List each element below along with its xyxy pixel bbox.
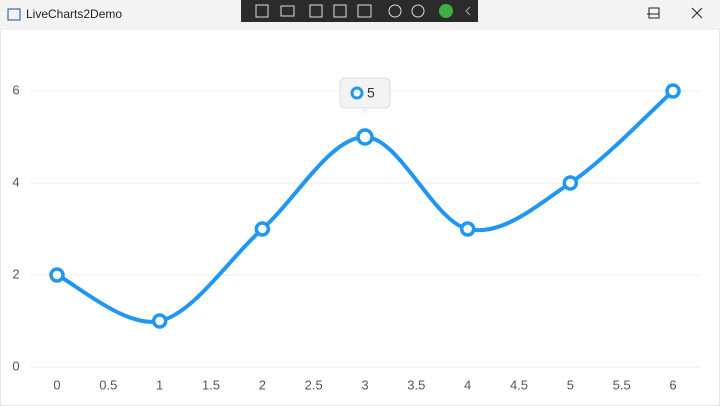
data-point xyxy=(665,83,681,99)
data-point xyxy=(254,221,271,237)
chart: 0 2 4 6 0 0.5 1 1.5 2 2.5 3 3.5 4 4.5 5 5.5 6 5 xyxy=(12,77,700,392)
x-tick-label: 0 xyxy=(53,377,60,392)
toolbar-button[interactable] xyxy=(411,4,425,18)
maximize-button[interactable] xyxy=(648,7,660,19)
x-tick-label: 3 xyxy=(361,377,368,392)
x-tick-label: 5.5 xyxy=(613,377,631,392)
tooltip-marker xyxy=(350,86,364,100)
toolbar-collapse[interactable] xyxy=(465,6,471,16)
tooltip: 5 xyxy=(339,77,391,114)
x-tick-label: 0.5 xyxy=(99,377,117,392)
y-tick-label: 6 xyxy=(12,82,19,97)
x-tick-label: 3.5 xyxy=(407,377,425,392)
x-tick-label: 6 xyxy=(669,377,676,392)
x-tick-label: 4 xyxy=(464,377,471,392)
close-button[interactable] xyxy=(691,7,703,19)
data-point xyxy=(562,175,579,191)
window-title: LiveCharts2Demo xyxy=(26,7,122,21)
data-point xyxy=(356,128,374,146)
app-icon xyxy=(7,8,21,21)
toolbar-button[interactable] xyxy=(309,4,323,18)
toolbar-button[interactable] xyxy=(333,4,347,18)
tooltip-box xyxy=(339,77,391,109)
x-tick-label: 1.5 xyxy=(202,377,220,392)
x-tick-label: 4.5 xyxy=(510,377,528,392)
toolbar-button[interactable] xyxy=(280,5,295,17)
x-tick-label: 2.5 xyxy=(305,377,323,392)
toolbar-button[interactable] xyxy=(357,4,372,18)
toolbar-button[interactable] xyxy=(255,4,269,18)
data-point xyxy=(459,221,476,237)
x-tick-label: 5 xyxy=(567,377,574,392)
toolbar-button[interactable] xyxy=(439,4,453,18)
debug-toolbar[interactable] xyxy=(241,0,478,22)
y-tick-label: 4 xyxy=(12,174,19,189)
y-tick-label: 2 xyxy=(12,266,19,281)
data-point xyxy=(151,313,168,329)
tooltip-pointer xyxy=(359,108,371,114)
tooltip-value: 5 xyxy=(367,85,375,101)
data-point xyxy=(49,267,65,283)
toolbar-button[interactable] xyxy=(388,4,402,18)
x-tick-label: 2 xyxy=(259,377,266,392)
y-tick-label: 0 xyxy=(12,358,19,373)
x-tick-label: 1 xyxy=(156,377,163,392)
